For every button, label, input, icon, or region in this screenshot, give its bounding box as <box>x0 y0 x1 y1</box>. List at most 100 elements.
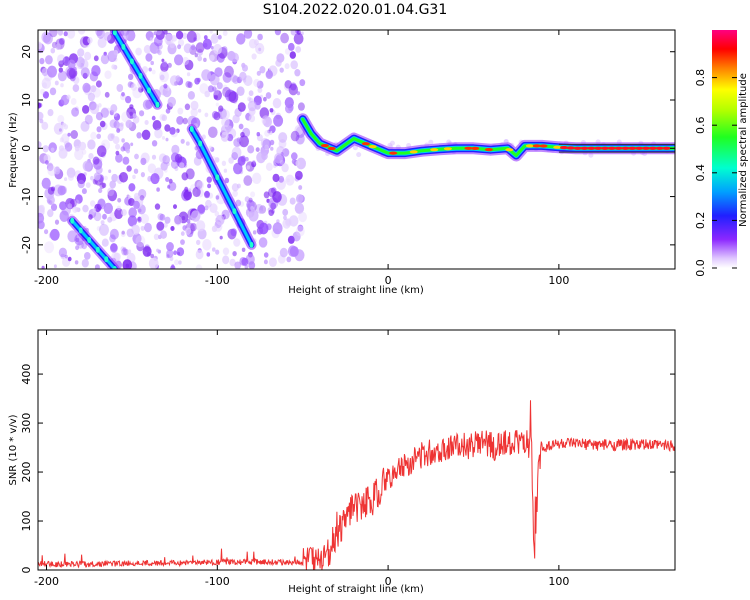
noise-blob <box>243 30 253 39</box>
noise-blob <box>224 177 230 184</box>
noise-blob <box>95 165 103 175</box>
noise-blob <box>201 69 212 81</box>
noise-blob <box>57 54 66 65</box>
noise-blob <box>140 213 150 224</box>
noise-blob <box>256 80 264 89</box>
noise-blob <box>97 103 102 108</box>
noise-blob <box>222 86 231 98</box>
colorbar-tick-label: 0.6 <box>694 116 707 134</box>
noise-blob <box>180 239 185 245</box>
noise-blob <box>185 141 190 146</box>
noise-blob <box>285 104 293 114</box>
track-peak <box>389 151 398 155</box>
noise-blob <box>85 182 91 189</box>
noise-blob <box>59 210 69 222</box>
noise-blob <box>67 173 74 181</box>
noise-blob <box>166 249 174 258</box>
noise-blob <box>273 114 284 127</box>
noise-blob <box>256 132 261 137</box>
noise-blob <box>48 142 57 153</box>
noise-blob <box>107 187 115 197</box>
noise-blob <box>195 249 204 260</box>
noise-blob <box>296 157 306 170</box>
track-peak <box>505 148 514 152</box>
noise-blob <box>152 120 162 131</box>
noise-blob <box>289 51 296 59</box>
noise-blob <box>284 80 292 89</box>
noise-blob <box>298 185 303 190</box>
noise-blob <box>232 190 238 198</box>
noise-blob <box>92 156 100 165</box>
track-peak <box>614 146 623 150</box>
noise-blob <box>114 208 124 219</box>
noise-blob <box>272 222 283 235</box>
noise-blob <box>196 239 201 246</box>
noise-blob <box>279 67 284 73</box>
noise-blob <box>163 30 168 35</box>
noise-blob <box>82 105 90 114</box>
noise-blob <box>100 54 110 65</box>
noise-blob <box>181 216 186 221</box>
noise-blob <box>96 226 101 231</box>
noise-blob <box>77 48 85 57</box>
noise-blob <box>62 122 66 127</box>
noise-blob <box>84 252 91 260</box>
noise-blob <box>128 198 135 206</box>
noise-blob <box>136 132 142 139</box>
noise-blob <box>70 130 78 139</box>
x-tick-label: 100 <box>548 575 569 588</box>
noise-blob <box>121 248 128 256</box>
track-peak <box>232 208 237 215</box>
noise-blob <box>184 103 191 111</box>
noise-blob <box>188 188 192 193</box>
noise-blob <box>195 264 203 269</box>
y-tick-label: -10 <box>20 188 33 206</box>
noise-blob <box>109 119 117 128</box>
noise-blob <box>63 56 70 64</box>
noise-blob <box>268 257 277 268</box>
noise-blob <box>211 33 218 41</box>
noise-blob <box>50 147 55 153</box>
noise-blob <box>182 117 188 125</box>
noise-blob <box>290 60 299 70</box>
noise-blob <box>74 148 84 161</box>
noise-blob <box>179 162 185 169</box>
noise-blob <box>266 69 273 78</box>
noise-blob <box>263 259 268 265</box>
noise-blob <box>39 118 44 124</box>
noise-blob <box>255 147 260 153</box>
noise-blob <box>299 79 306 87</box>
noise-blob <box>230 228 237 237</box>
noise-blob <box>173 204 177 210</box>
noise-blob <box>272 173 280 183</box>
noise-blob <box>222 30 228 36</box>
noise-blob <box>270 146 274 151</box>
noise-blob <box>204 190 210 198</box>
noise-blob <box>232 251 237 257</box>
noise-blob <box>209 203 218 214</box>
noise-blob <box>221 109 230 120</box>
noise-blob <box>185 80 192 88</box>
noise-blob <box>210 46 214 50</box>
noise-blob <box>38 102 43 108</box>
noise-blob <box>57 185 66 196</box>
noise-blob <box>297 102 305 111</box>
noise-blob <box>80 67 90 78</box>
track-peak <box>635 146 644 150</box>
noise-blob <box>260 137 270 149</box>
noise-blob <box>71 107 79 117</box>
noise-blob <box>38 212 45 224</box>
noise-blob <box>67 59 76 70</box>
noise-blob <box>119 172 128 183</box>
noise-blob <box>90 175 94 181</box>
noise-blob <box>167 185 171 189</box>
noise-blob <box>213 111 221 121</box>
noise-blob <box>113 111 118 117</box>
noise-blob <box>67 256 72 262</box>
noise-blob <box>205 199 212 208</box>
noise-blob <box>109 228 119 240</box>
noise-blob <box>95 30 103 37</box>
noise-blob <box>222 255 230 265</box>
noise-blob <box>250 191 256 198</box>
noise-blob <box>206 176 212 183</box>
